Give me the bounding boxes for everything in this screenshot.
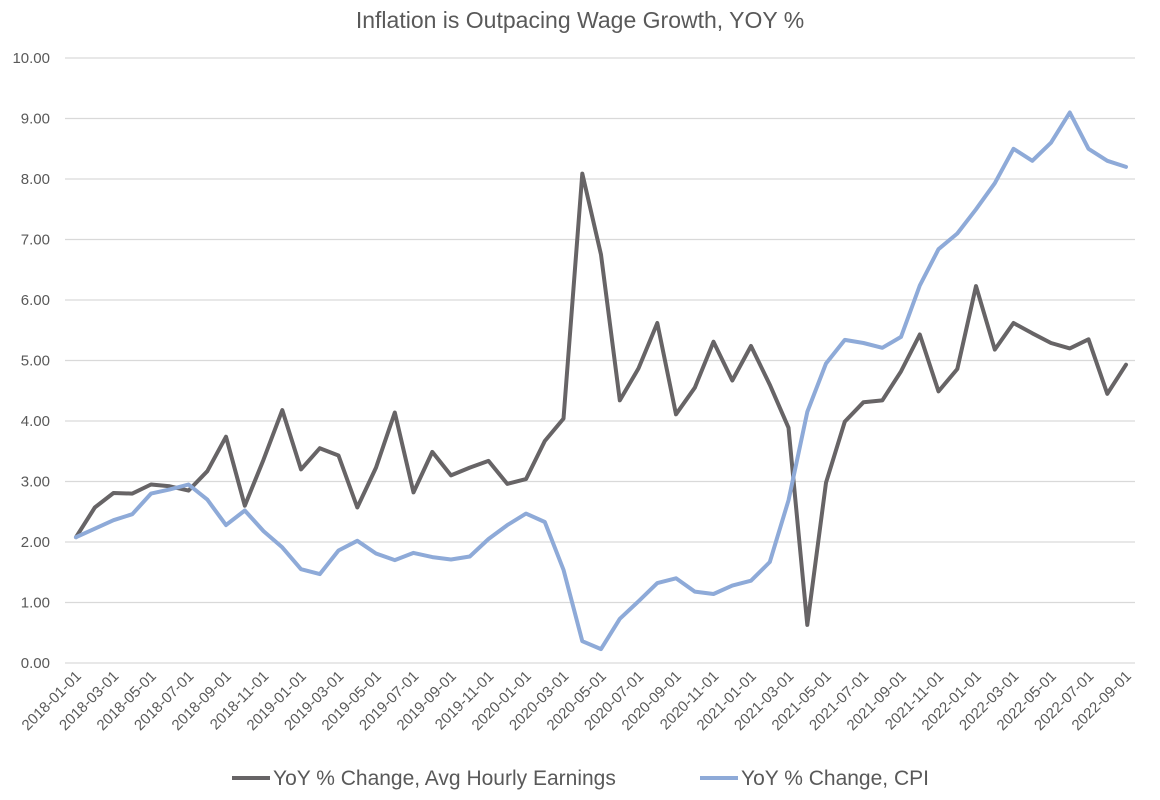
legend-label-earnings: YoY % Change, Avg Hourly Earnings <box>273 767 616 790</box>
series-line-earnings <box>74 171 1128 627</box>
legend: YoY % Change, Avg Hourly Earnings YoY % … <box>232 767 929 790</box>
y-tick-label: 10.00 <box>12 50 50 67</box>
y-tick-label: 3.00 <box>21 474 50 491</box>
y-tick-label: 8.00 <box>21 171 50 188</box>
y-tick-label: 4.00 <box>21 413 50 430</box>
y-tick-label: 7.00 <box>21 232 50 249</box>
y-tick-label: 6.00 <box>21 292 50 309</box>
y-tick-label: 5.00 <box>21 353 50 370</box>
y-tick-label: 0.00 <box>21 655 50 672</box>
y-tick-label: 1.00 <box>21 595 50 612</box>
series-line-cpi <box>74 110 1128 652</box>
chart-title: Inflation is Outpacing Wage Growth, YOY … <box>356 7 804 33</box>
gridlines <box>65 57 1135 664</box>
x-axis-tick-labels: 2018-01-012018-03-012018-05-012018-07-01… <box>19 668 1135 734</box>
legend-item-cpi: YoY % Change, CPI <box>700 767 929 790</box>
y-tick-label: 9.00 <box>21 111 50 128</box>
legend-item-earnings: YoY % Change, Avg Hourly Earnings <box>232 767 616 790</box>
series-lines <box>74 110 1128 652</box>
legend-label-cpi: YoY % Change, CPI <box>741 767 929 790</box>
y-axis-tick-labels: 0.00 1.00 2.00 3.00 4.00 5.00 6.00 7.00 8.00 9.00… <box>12 50 50 672</box>
y-tick-label: 2.00 <box>21 534 50 551</box>
